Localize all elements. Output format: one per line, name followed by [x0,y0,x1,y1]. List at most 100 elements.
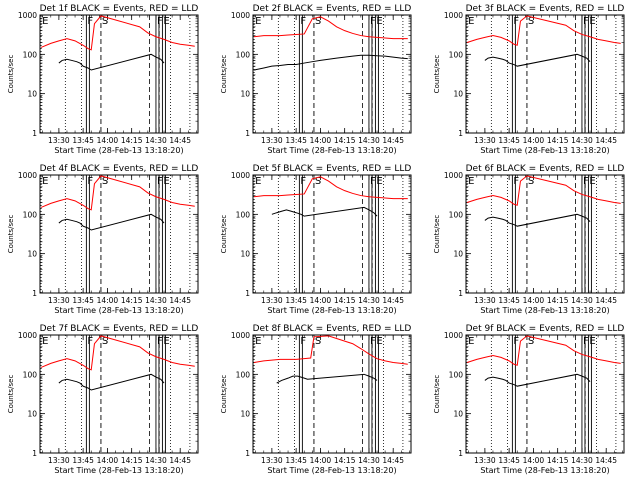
x-tick-label: 13:30 [261,456,283,465]
x-axis-label: Start Time (28-Feb-13 13:18:20) [480,306,609,315]
x-axis-label: Start Time (28-Feb-13 13:18:20) [54,466,183,475]
x-tick-label: 14:30 [571,456,593,465]
panel-det-5f: Det 5f BLACK = Events, RED = LLD Counts/s… [220,164,412,315]
marker-label: S [102,16,108,27]
panel-det-1f: Det 1f BLACK = Events, RED = LLD Counts/s… [7,4,199,155]
marker-label: E [468,16,474,27]
events-series-line [484,53,591,67]
x-tick-label: 14:15 [121,456,143,465]
x-tick-label: 13:30 [48,456,70,465]
x-tick-label: 14:15 [334,136,356,145]
y-tick-label: 10 [27,90,37,99]
x-tick-label: 14:15 [334,456,356,465]
x-axis-label: Start Time (28-Feb-13 13:18:20) [54,146,183,155]
panel-det-4f: Det 4f BLACK = Events, RED = LLD Counts/s… [7,164,199,315]
marker-label: F [583,336,589,347]
marker-label: S [315,16,321,27]
panel-det-7f: Det 7f BLACK = Events, RED = LLD Counts/s… [7,324,199,475]
x-tick-label: 14:30 [358,136,380,145]
y-tick-label: 1000 [231,171,250,180]
y-axis-label: Counts/sec [220,215,228,254]
marker-label: E [376,16,382,27]
x-tick-label: 14:30 [571,296,593,305]
events-series-line [271,206,378,217]
marker-label: E [163,16,169,27]
x-tick-label: 14:00 [523,456,545,465]
plot-frame [465,174,625,294]
y-tick-label: 1000 [231,331,250,340]
x-tick-label: 14:30 [145,456,167,465]
marker-label: S [528,16,534,27]
marker-label: E [468,336,474,347]
x-tick-label: 13:45 [285,456,307,465]
x-tick-label: 14:15 [547,296,569,305]
events-series-line [253,54,408,71]
marker-label: E [255,16,261,27]
events-series-line [58,53,165,71]
plot-frame [39,174,199,294]
y-tick-label: 1 [32,449,37,458]
marker-label: F [157,336,163,347]
x-tick-label: 13:30 [474,296,496,305]
x-axis-label: Start Time (28-Feb-13 13:18:20) [480,466,609,475]
plot-frame [465,334,625,454]
marker-label: S [315,336,321,347]
x-tick-label: 14:45 [382,296,404,305]
lld-series-line [254,16,408,40]
y-axis-label: Counts/sec [7,215,15,254]
panel-title: Det 8f BLACK = Events, RED = LLD [253,324,412,334]
x-tick-label: 14:30 [358,456,380,465]
y-tick-label: 100 [23,210,38,219]
plot-frame [252,174,412,294]
x-tick-label: 13:30 [474,136,496,145]
y-axis-label: Counts/sec [220,55,228,94]
panel-title: Det 2f BLACK = Events, RED = LLD [253,4,412,14]
x-tick-label: 14:00 [310,456,332,465]
marker-label: E [42,336,48,347]
marker-label: F [300,336,306,347]
y-axis-label: Counts/sec [7,375,15,414]
marker-label: F [370,16,376,27]
x-tick-label: 13:45 [498,136,520,145]
panel-title: Det 9f BLACK = Events, RED = LLD [466,324,625,334]
y-tick-label: 100 [449,50,464,59]
events-series-line [484,373,591,387]
y-tick-label: 1 [32,129,37,138]
x-tick-label: 13:45 [498,456,520,465]
y-tick-label: 1 [245,129,250,138]
marker-label: E [42,176,48,187]
panel-title: Det 5f BLACK = Events, RED = LLD [253,164,412,174]
y-tick-label: 100 [236,50,251,59]
y-tick-label: 10 [240,250,250,259]
x-tick-label: 14:45 [595,456,617,465]
marker-label: E [589,336,595,347]
x-tick-label: 14:15 [334,296,356,305]
panel-det-3f: Det 3f BLACK = Events, RED = LLD Counts/s… [433,4,625,155]
x-tick-label: 13:45 [72,456,94,465]
marker-label: F [300,16,306,27]
marker-label: F [300,176,306,187]
y-tick-label: 100 [449,210,464,219]
x-tick-label: 13:45 [285,296,307,305]
marker-label: E [376,336,382,347]
x-tick-label: 14:45 [169,456,191,465]
y-tick-label: 1 [245,449,250,458]
lld-series-line [40,175,195,211]
marker-label: S [315,176,321,187]
panel-title: Det 7f BLACK = Events, RED = LLD [40,324,199,334]
x-axis-label: Start Time (28-Feb-13 13:18:20) [480,146,609,155]
x-tick-label: 13:45 [72,136,94,145]
marker-label: F [87,336,93,347]
x-tick-label: 13:30 [474,456,496,465]
marker-label: F [513,336,519,347]
events-series-line [58,213,165,231]
x-tick-label: 13:30 [261,296,283,305]
marker-label: F [370,176,376,187]
x-tick-label: 14:00 [523,296,545,305]
y-tick-label: 10 [453,250,463,259]
plot-frame [39,334,199,454]
marker-label: E [589,16,595,27]
marker-label: F [157,176,163,187]
marker-label: S [102,176,108,187]
